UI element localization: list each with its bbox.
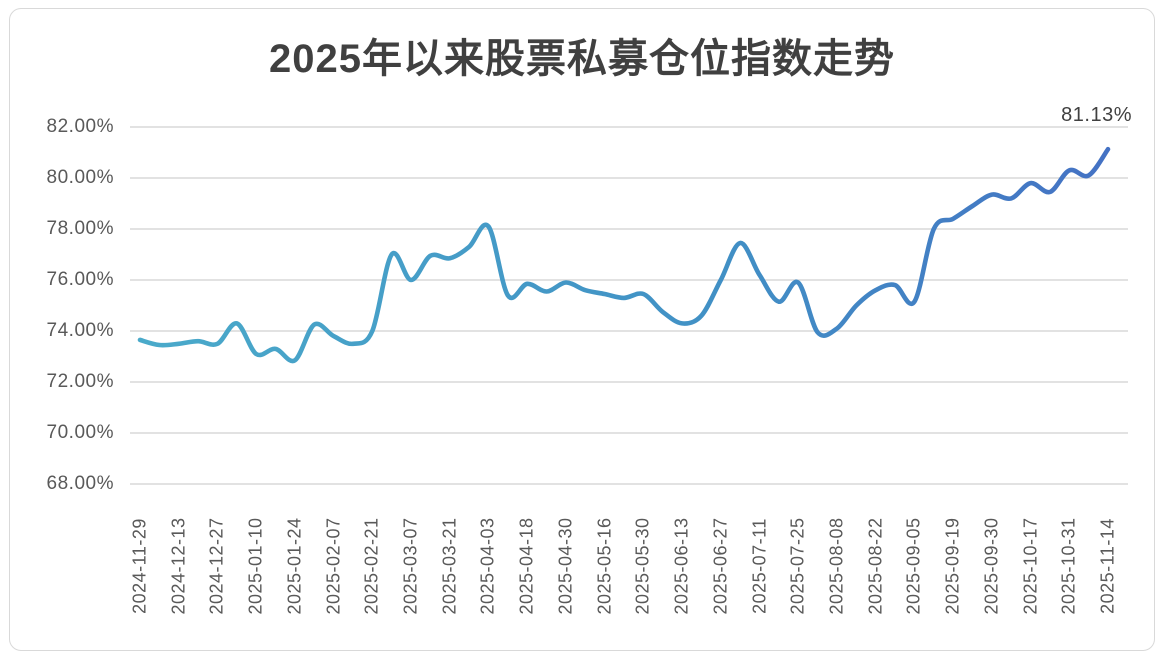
x-tick-label: 2025-09-05	[903, 517, 924, 615]
y-tick-label: 70.00%	[46, 422, 114, 443]
y-tick-label: 80.00%	[46, 167, 114, 188]
x-tick-label: 2025-10-31	[1058, 517, 1079, 615]
y-tick-label: 78.00%	[46, 218, 114, 239]
y-tick-label: 68.00%	[46, 473, 114, 494]
last-value-label: 81.13%	[1061, 104, 1132, 126]
x-tick-label: 2025-08-08	[826, 517, 847, 615]
x-tick-label: 2025-02-21	[361, 517, 382, 615]
x-tick-label: 2025-03-21	[439, 517, 460, 615]
chart-title: 2025年以来股票私募仓位指数走势	[269, 37, 895, 81]
x-tick-label: 2025-03-07	[400, 517, 421, 615]
x-tick-label: 2025-04-30	[555, 517, 576, 615]
x-tick-label: 2025-02-07	[323, 517, 344, 615]
x-tick-label: 2025-06-27	[710, 517, 731, 615]
y-tick-label: 72.00%	[46, 371, 114, 392]
series-line	[137, 146, 1111, 364]
x-tick-label: 2025-07-11	[749, 518, 770, 614]
chart-border	[9, 8, 1155, 651]
x-tick-label: 2025-09-19	[942, 517, 963, 615]
x-tick-label: 2024-12-27	[206, 517, 227, 615]
x-tick-label: 2025-01-24	[284, 517, 305, 615]
x-tick-label: 2025-04-18	[516, 517, 537, 615]
x-tick-label: 2024-11-29	[129, 518, 150, 614]
x-tick-label: 2025-11-14	[1097, 518, 1118, 614]
x-tick-label: 2025-07-25	[787, 517, 808, 615]
x-tick-label: 2025-09-30	[981, 517, 1002, 615]
y-tick-label: 74.00%	[46, 320, 114, 341]
x-tick-label: 2025-05-30	[632, 517, 653, 615]
x-tick-label: 2025-01-10	[245, 517, 266, 615]
x-tick-label: 2025-04-03	[477, 517, 498, 615]
y-tick-label: 76.00%	[46, 269, 114, 290]
y-tick-label: 82.00%	[46, 116, 114, 137]
x-tick-label: 2025-05-16	[594, 517, 615, 615]
x-tick-label: 2025-08-22	[865, 517, 886, 615]
x-tick-label: 2025-10-17	[1020, 517, 1041, 615]
x-tick-label: 2025-06-13	[671, 517, 692, 615]
x-tick-label: 2024-12-13	[168, 517, 189, 615]
